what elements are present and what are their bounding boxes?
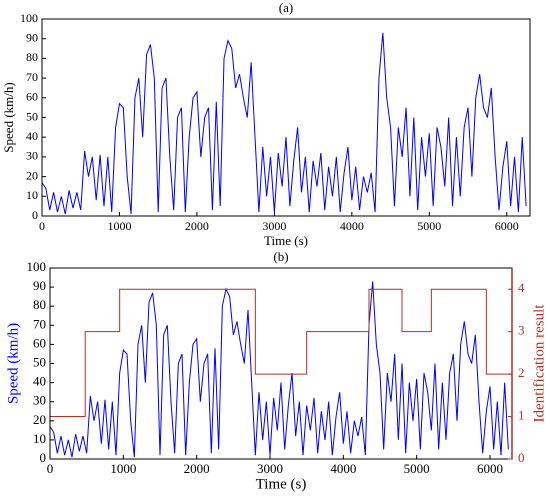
y-tick-label: 60 — [26, 90, 38, 104]
x-tick-label: 0 — [39, 219, 45, 233]
y-tick-label: 40 — [26, 129, 38, 143]
x-tick-label: 0 — [47, 461, 54, 476]
x-tick-label: 1000 — [110, 461, 136, 476]
y2-tick-label: 3 — [518, 323, 525, 338]
y-tick-label: 20 — [26, 168, 38, 182]
x-tick-label: 3000 — [262, 219, 286, 233]
chart-title: (b) — [273, 249, 288, 264]
y2-tick-label: 1 — [518, 408, 525, 423]
y2-tick-label: 4 — [518, 280, 525, 295]
series-line — [49, 281, 509, 458]
y-tick-label: 10 — [33, 431, 46, 446]
y-tick-label: 90 — [33, 278, 46, 293]
y-tick-label: 80 — [33, 297, 46, 312]
series-line — [50, 288, 512, 418]
chart-title: (a) — [279, 0, 293, 15]
y-tick-label: 0 — [32, 208, 38, 222]
y-tick-label: 100 — [27, 259, 47, 274]
y-tick-label: 100 — [20, 11, 38, 25]
plot-frame — [41, 18, 531, 217]
series-line — [41, 32, 527, 215]
x-tick-label: 6000 — [477, 461, 503, 476]
x-tick-label: 5000 — [404, 461, 430, 476]
y-tick-label: 80 — [26, 50, 38, 64]
x-tick-label: 4000 — [330, 461, 356, 476]
y-tick-label: 20 — [33, 412, 46, 427]
y-tick-label: 30 — [26, 149, 38, 163]
y2-tick-label: 2 — [518, 365, 525, 380]
x-axis-label: Time (s) — [264, 233, 308, 248]
y-axis-label: Speed (km/h) — [5, 323, 21, 404]
y-tick-label: 30 — [33, 393, 46, 408]
x-tick-label: 6000 — [495, 219, 519, 233]
x-tick-label: 2000 — [184, 461, 210, 476]
x-tick-label: 1000 — [107, 219, 131, 233]
y-tick-label: 50 — [26, 109, 38, 123]
y2-axis-label: Identification result — [531, 304, 547, 423]
y-tick-label: 90 — [26, 30, 38, 44]
y-tick-label: 50 — [33, 354, 46, 369]
y-tick-label: 60 — [33, 335, 46, 350]
y-tick-label: 0 — [40, 450, 47, 465]
y-tick-label: 40 — [33, 374, 46, 389]
y-tick-label: 10 — [26, 188, 38, 202]
x-axis-label: Time (s) — [256, 476, 307, 492]
y-tick-label: 70 — [26, 70, 38, 84]
x-tick-label: 3000 — [257, 461, 283, 476]
x-tick-label: 5000 — [417, 219, 441, 233]
x-tick-label: 4000 — [340, 219, 364, 233]
x-tick-label: 2000 — [185, 219, 209, 233]
y2-tick-label: 0 — [518, 450, 525, 465]
y-tick-label: 70 — [33, 316, 46, 331]
y-axis-label: Speed (km/h) — [1, 82, 16, 152]
